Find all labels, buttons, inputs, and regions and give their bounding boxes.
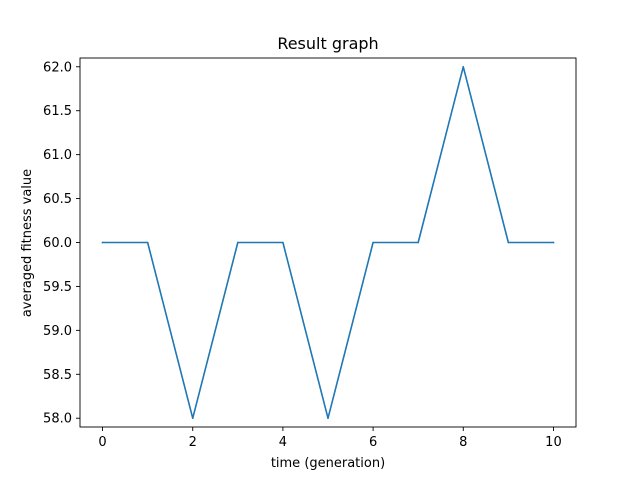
- data-point: [191, 417, 194, 420]
- y-axis-label: averaged fitness value: [20, 169, 35, 317]
- x-axis-label: time (generation): [271, 456, 385, 471]
- y-tick-label: 58.0: [43, 412, 72, 427]
- data-point: [552, 241, 555, 244]
- data-point: [282, 241, 284, 244]
- data-point: [327, 417, 329, 420]
- y-tick-label: 61.5: [43, 104, 72, 119]
- x-tick-label: 4: [279, 435, 287, 450]
- y-tick-label: 59.0: [43, 324, 72, 339]
- y-tick-label: 60.5: [43, 192, 72, 207]
- y-tick-label: 58.5: [43, 368, 72, 383]
- y-tick-label: 62.0: [43, 60, 72, 75]
- data-point: [372, 241, 374, 244]
- data-point: [417, 241, 419, 244]
- y-tick-label: 61.0: [43, 148, 72, 163]
- x-tick-label: 6: [369, 435, 377, 450]
- x-tick-label: 8: [459, 435, 467, 450]
- series-line: [101, 65, 555, 420]
- data-point: [462, 65, 465, 68]
- chart-title: Result graph: [277, 34, 378, 53]
- y-tick-label: 59.5: [43, 280, 72, 295]
- data-point: [507, 241, 510, 244]
- x-tick-label: 10: [545, 435, 562, 450]
- data-point: [146, 241, 149, 244]
- data-point: [237, 241, 239, 244]
- data-point: [101, 241, 104, 244]
- plot-area: 0 2 4 6 8 10 58.0 58.5 59.0 59.5 60.0 60.5 61.0 61.5 6…: [43, 57, 577, 450]
- axes-frame: [79, 57, 577, 428]
- y-tick-label: 60.0: [43, 236, 72, 251]
- x-tick-label: 0: [98, 435, 106, 450]
- x-tick-label: 2: [189, 435, 197, 450]
